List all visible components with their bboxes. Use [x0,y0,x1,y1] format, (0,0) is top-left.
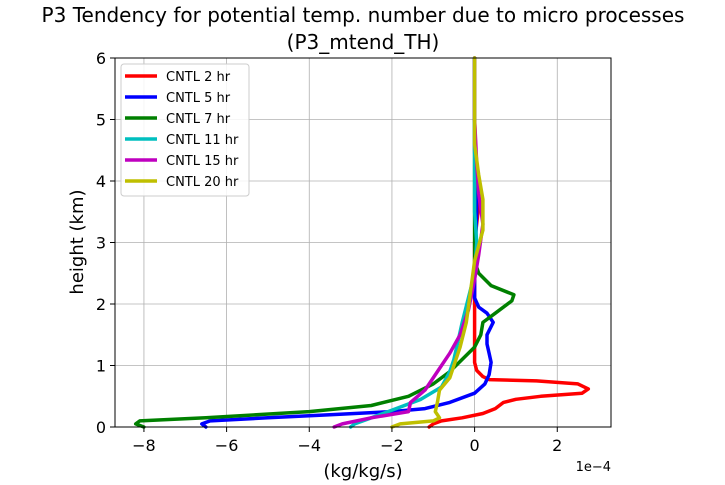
y-tick-label: 6 [96,49,106,68]
y-axis-label: height (km) [67,189,88,294]
legend-label: CNTL 7 hr [166,112,231,127]
series-line [332,56,485,429]
y-tick-label: 2 [96,295,106,314]
x-tick-label: −8 [132,436,156,455]
chart-title: P3 Tendency for potential temp. number d… [42,3,685,27]
x-tick-label: 0 [470,436,480,455]
x-scale-label: 1e−4 [576,460,611,475]
chart-subtitle: (P3_mtend_TH) [287,30,440,54]
x-tick-label: −6 [215,436,239,455]
x-axis-label: (kg/kg/s) [323,461,402,482]
x-tick-label: −4 [297,436,321,455]
y-tick-label: 1 [96,357,106,376]
legend-label: CNTL 11 hr [166,133,239,148]
legend-label: CNTL 20 hr [166,175,239,190]
y-tick-label: 0 [96,418,106,437]
y-tick-label: 3 [96,234,106,253]
legend-label: CNTL 15 hr [166,154,239,169]
x-tick-label: −2 [380,436,404,455]
series-lines [133,56,591,429]
y-tick-label: 5 [96,111,106,130]
legend-label: CNTL 5 hr [166,91,231,106]
x-tick-label: 2 [552,436,562,455]
y-tick-label: 4 [96,172,106,191]
series-line [390,56,485,429]
series-line [348,56,479,429]
legend: CNTL 2 hr CNTL 5 hr CNTL 7 hr CNTL 11 hr CNT… [120,63,250,197]
legend-label: CNTL 2 hr [166,70,231,85]
ticks: −8 −6 −4 −2 0 2 0 1 2 3 4 5 6 [96,49,563,455]
